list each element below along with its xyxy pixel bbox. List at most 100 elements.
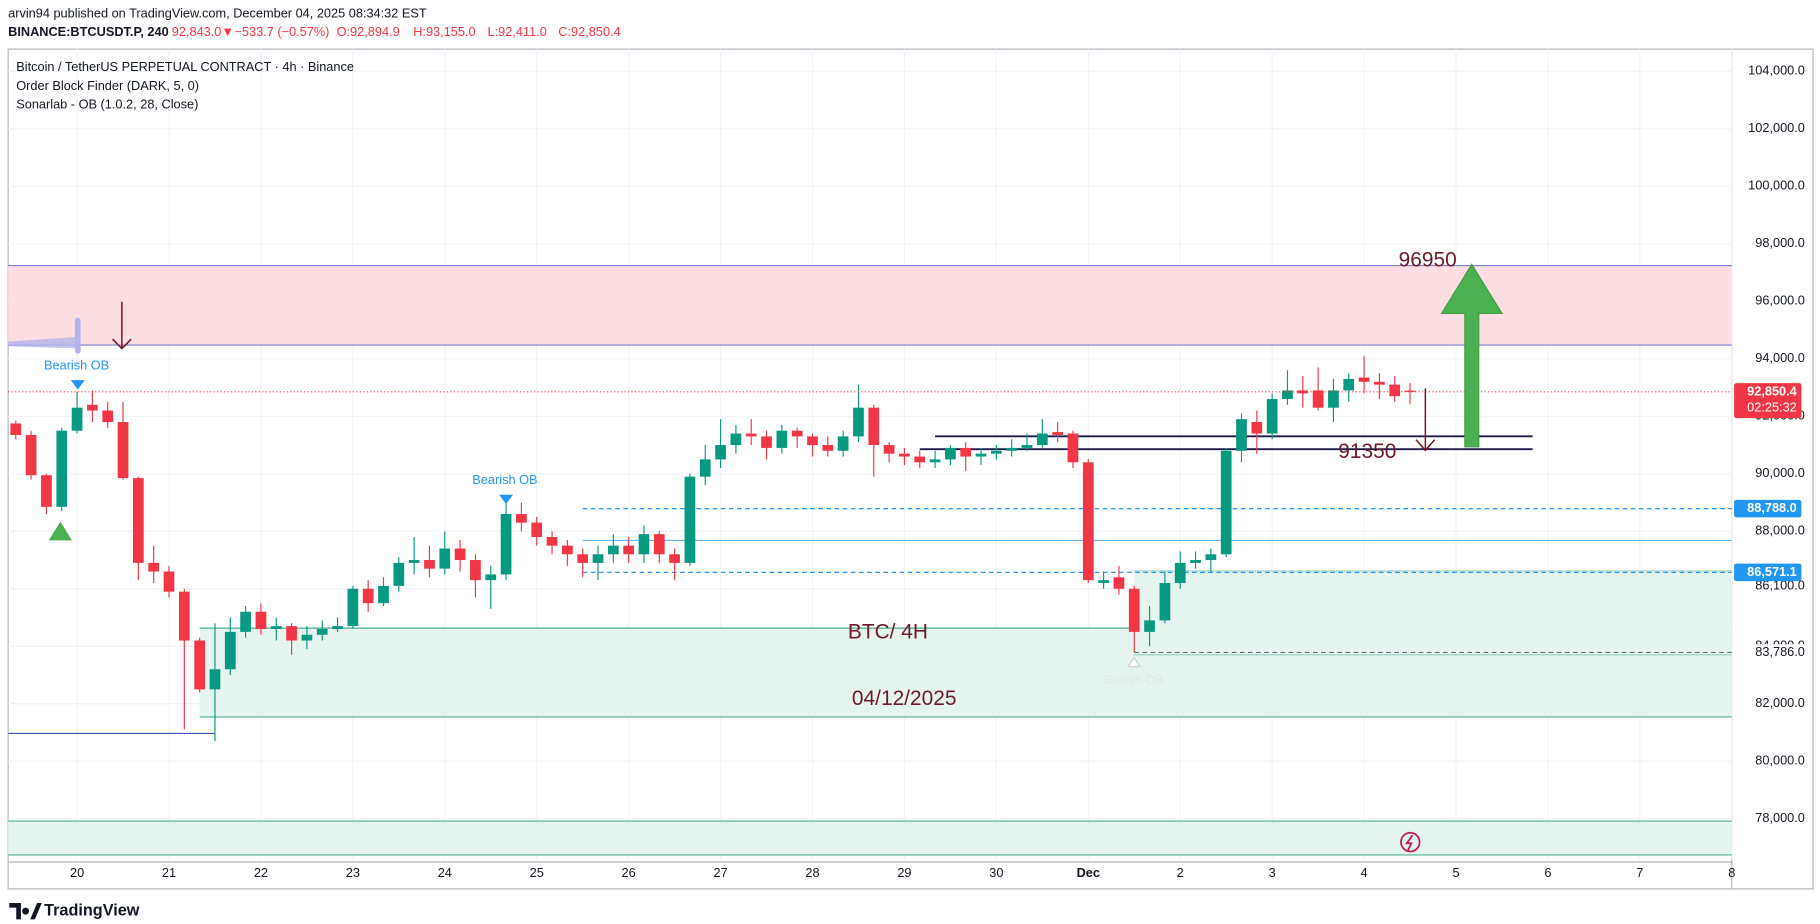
candle-body bbox=[791, 430, 803, 437]
candle-body bbox=[699, 459, 711, 477]
x-tick-label: 23 bbox=[346, 865, 360, 880]
last-price: 92,843.0▼ bbox=[172, 24, 234, 39]
candle-body bbox=[439, 548, 451, 569]
candle-body bbox=[623, 545, 635, 555]
candles bbox=[8, 355, 1732, 742]
candle-body bbox=[1282, 390, 1293, 400]
candle-body bbox=[1266, 399, 1278, 434]
y-tick-label: 88,000.0 bbox=[1755, 523, 1805, 538]
candle-body bbox=[899, 453, 910, 457]
candle-body bbox=[577, 554, 589, 563]
candle-body bbox=[546, 537, 558, 546]
x-tick-label: 7 bbox=[1636, 865, 1643, 880]
annotation: Bearish OB bbox=[472, 472, 537, 487]
candle-body bbox=[638, 534, 650, 555]
price-badge-label: 86,571.1 bbox=[1747, 564, 1797, 579]
ob-triangle bbox=[1127, 656, 1141, 668]
annotation: 91350 bbox=[1338, 440, 1396, 463]
ob-wedge bbox=[8, 336, 79, 349]
candle-body bbox=[960, 447, 972, 457]
candle-body bbox=[347, 588, 359, 627]
candle-body bbox=[1082, 462, 1094, 581]
order-block-zone bbox=[8, 821, 1732, 855]
candle-body bbox=[531, 522, 543, 538]
x-tick-label: 27 bbox=[713, 865, 727, 880]
candle-body bbox=[516, 514, 527, 523]
candle-body bbox=[945, 447, 956, 460]
candle-body bbox=[1128, 588, 1140, 632]
candle-body bbox=[240, 611, 251, 632]
legend-item: Order Block Finder (DARK, 5, 0) bbox=[16, 78, 199, 93]
ob-triangle bbox=[70, 380, 85, 390]
candle-body bbox=[1205, 554, 1217, 561]
price-badge bbox=[1734, 499, 1802, 518]
candle-body bbox=[286, 626, 297, 641]
candle-body bbox=[853, 407, 864, 437]
candle-body bbox=[1404, 390, 1416, 392]
event-icon[interactable] bbox=[1400, 831, 1421, 853]
candle-body bbox=[255, 611, 267, 630]
price-badge bbox=[1734, 383, 1802, 419]
candle-body bbox=[41, 475, 52, 507]
candle-body bbox=[1159, 583, 1171, 621]
candle-body bbox=[1312, 390, 1324, 408]
candle-body bbox=[776, 430, 788, 448]
ohlc-close: C:92,850.4 bbox=[558, 24, 620, 39]
candle-body bbox=[1328, 390, 1339, 408]
candle-body bbox=[408, 560, 420, 563]
x-tick-label: 29 bbox=[897, 865, 911, 880]
candle-body bbox=[25, 434, 37, 476]
candle-body bbox=[148, 562, 160, 572]
up-arrow bbox=[1440, 263, 1504, 448]
candle-body bbox=[1389, 384, 1401, 397]
labels: 86,100.083,786.092,850.402:25:3288,788.0… bbox=[44, 248, 1811, 710]
candle-body bbox=[607, 545, 619, 555]
candle-body bbox=[1036, 433, 1048, 446]
candle-body bbox=[822, 445, 834, 451]
frame bbox=[7, 48, 1814, 890]
candle-body bbox=[424, 560, 435, 569]
candle-body bbox=[1144, 620, 1155, 632]
y-tick-label: 94,000.0 bbox=[1755, 350, 1805, 365]
candle-body bbox=[715, 445, 726, 460]
candle-body bbox=[378, 585, 389, 604]
x-tick-label: 8 bbox=[1728, 865, 1735, 880]
candle-body bbox=[1113, 577, 1125, 589]
candle-body bbox=[485, 574, 497, 581]
x-tick-label: 28 bbox=[805, 865, 819, 880]
candle-body bbox=[1251, 422, 1263, 434]
price-label-bg bbox=[1734, 644, 1811, 661]
symbol: BINANCE:BTCUSDT.P, 240 bbox=[8, 24, 169, 39]
legend-item: Sonarlab - OB (1.0.2, 28, Close) bbox=[16, 97, 198, 112]
candle-body bbox=[868, 407, 880, 446]
ob-triangle bbox=[499, 494, 514, 505]
candle-body bbox=[975, 453, 987, 457]
candle-body bbox=[807, 436, 818, 446]
candle-body bbox=[500, 514, 512, 575]
candle-body bbox=[561, 545, 573, 555]
candle-body bbox=[10, 423, 22, 435]
candle-body bbox=[270, 626, 282, 630]
annotation: BTC/ 4H bbox=[848, 620, 928, 643]
x-tick-label: 3 bbox=[1269, 865, 1276, 880]
x-tick-label: 26 bbox=[622, 865, 636, 880]
candle-body bbox=[1098, 580, 1109, 584]
y-tick-label: 104,000.0 bbox=[1748, 63, 1805, 78]
candle-body bbox=[393, 562, 405, 586]
price-label: 83,786.0 bbox=[1755, 644, 1805, 659]
y-tick-label: 78,000.0 bbox=[1755, 810, 1805, 825]
y-tick-label: 100,000.0 bbox=[1748, 178, 1805, 193]
candle-body bbox=[1006, 447, 1018, 451]
candle-body bbox=[1174, 562, 1186, 584]
candle-body bbox=[454, 548, 466, 561]
ohlc-open: O:92,894.9 bbox=[337, 24, 400, 39]
x-tick-label: 6 bbox=[1544, 865, 1551, 880]
candle-body bbox=[684, 476, 696, 563]
candle-body bbox=[301, 634, 313, 641]
candle-body bbox=[102, 410, 114, 423]
candle-body bbox=[883, 445, 895, 454]
order-block-zone bbox=[1134, 570, 1732, 655]
candle-body bbox=[1297, 390, 1309, 394]
candle-body bbox=[1190, 560, 1201, 563]
y-tick-label: 102,000.0 bbox=[1748, 120, 1805, 135]
